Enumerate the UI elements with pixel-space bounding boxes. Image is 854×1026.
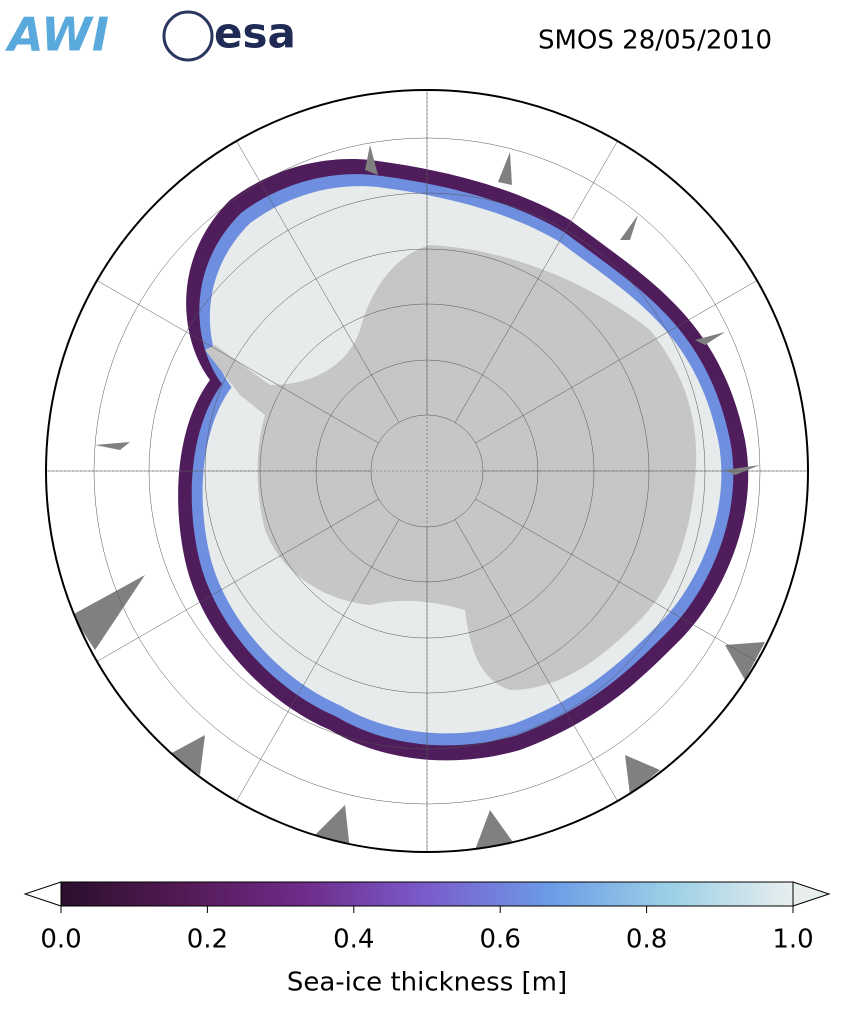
awi-logo: AWI bbox=[5, 8, 109, 62]
colorbar-tick-label: 0.8 bbox=[626, 925, 667, 955]
colorbar-extend-high bbox=[792, 881, 831, 907]
colorbar-tick-label: 0.4 bbox=[333, 925, 374, 955]
map-frame bbox=[45, 89, 809, 853]
meridian bbox=[226, 519, 400, 818]
colorbar-extend-low bbox=[23, 881, 62, 907]
colorbar-tick-label: 0.2 bbox=[187, 925, 228, 955]
colorbar-label: Sea-ice thickness [m] bbox=[287, 968, 567, 998]
colorbar bbox=[23, 881, 831, 907]
antarctica bbox=[205, 245, 697, 690]
colorbar-tick-label: 0.0 bbox=[40, 925, 81, 955]
colorbar-body bbox=[60, 881, 794, 907]
meridian bbox=[226, 124, 400, 423]
meridian bbox=[454, 519, 628, 818]
colorbar-tick-label: 1.0 bbox=[772, 925, 813, 955]
graticule bbox=[46, 90, 808, 852]
esa-emblem bbox=[162, 10, 214, 62]
islands bbox=[72, 145, 765, 850]
meridian bbox=[475, 498, 774, 672]
title: SMOS 28/05/2010 bbox=[538, 26, 772, 56]
esa-logo: esa bbox=[214, 9, 296, 58]
colorbar-tick-label: 0.6 bbox=[480, 925, 521, 955]
meridian bbox=[80, 270, 379, 444]
map bbox=[46, 90, 808, 852]
meridian bbox=[80, 498, 379, 672]
meridian bbox=[454, 124, 628, 423]
meridian bbox=[475, 270, 774, 444]
